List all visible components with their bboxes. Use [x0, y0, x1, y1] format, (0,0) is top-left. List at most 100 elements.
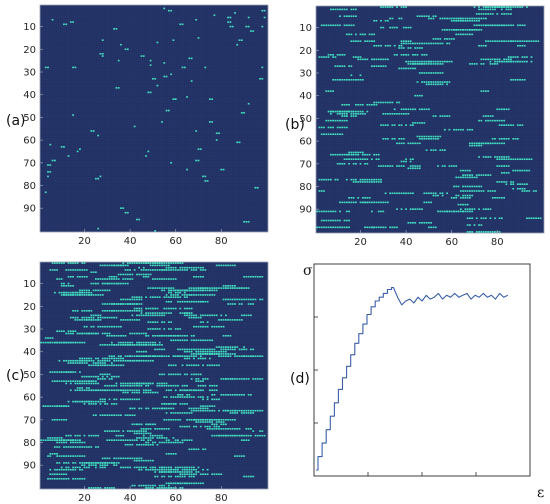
- highlight-cell: [211, 353, 214, 355]
- highlight-cell: [496, 165, 499, 167]
- highlight-cell: [120, 384, 122, 387]
- highlight-cell: [473, 19, 476, 22]
- highlight-cell: [213, 389, 216, 392]
- highlight-cell: [110, 357, 113, 360]
- highlight-cell: [172, 468, 175, 471]
- highlight-cell: [167, 453, 170, 455]
- highlight-cell: [355, 40, 357, 42]
- highlight-cell: [437, 60, 439, 63]
- highlight-cell: [53, 371, 56, 373]
- highlight-cell: [58, 359, 61, 362]
- highlight-cell: [484, 24, 487, 27]
- highlight-cell: [145, 391, 147, 394]
- highlight-cell: [521, 24, 524, 27]
- highlight-cell: [131, 382, 134, 385]
- highlight-cell: [181, 475, 184, 478]
- highlight-cell: [106, 289, 109, 292]
- highlight-cell: [186, 466, 188, 469]
- highlight-cell: [323, 133, 325, 136]
- highlight-cell: [462, 190, 464, 192]
- highlight-cell: [65, 468, 68, 471]
- highlight-cell: [475, 190, 478, 192]
- highlight-cell: [359, 58, 362, 61]
- highlight-cell: [523, 183, 526, 185]
- highlight-cell: [361, 153, 364, 156]
- highlight-cell: [106, 464, 109, 466]
- highlight-cell: [74, 359, 77, 362]
- highlight-cell: [65, 466, 68, 469]
- highlight-cell: [145, 350, 147, 353]
- highlight-cell: [204, 425, 207, 428]
- highlight-cell: [183, 300, 186, 303]
- highlight-cell: [145, 359, 147, 362]
- highlight-cell: [81, 269, 84, 271]
- highlight-cell: [409, 47, 412, 49]
- highlight-cell: [416, 63, 419, 65]
- highlight-cell: [341, 153, 344, 156]
- highlight-cell: [227, 319, 230, 321]
- y-tick-label: 50: [23, 370, 36, 381]
- highlight-cell: [67, 332, 70, 335]
- highlight-cell: [211, 314, 214, 317]
- highlight-cell: [108, 303, 111, 305]
- highlight-cell: [145, 273, 147, 276]
- highlight-cell: [350, 24, 353, 27]
- highlight-cell: [215, 428, 218, 430]
- highlight-cell: [131, 314, 134, 317]
- highlight-cell: [398, 17, 401, 20]
- highlight-cell: [396, 6, 398, 8]
- highlight-cell: [94, 289, 97, 292]
- y-tick-label: 90: [299, 205, 312, 216]
- highlight-cell: [432, 60, 435, 63]
- highlight-cell: [161, 269, 163, 271]
- highlight-cell: [179, 473, 182, 476]
- highlight-cell: [165, 266, 168, 269]
- highlight-cell: [423, 138, 426, 140]
- highlight-cell: [350, 110, 353, 113]
- highlight-cell: [462, 203, 464, 206]
- highlight-cell: [193, 294, 195, 296]
- highlight-cell: [348, 15, 350, 18]
- highlight-cell: [106, 303, 109, 305]
- highlight-cell: [74, 400, 77, 403]
- highlight-cell: [405, 108, 407, 111]
- highlight-cell: [106, 430, 109, 432]
- highlight-cell: [79, 462, 81, 464]
- highlight-cell: [170, 471, 173, 473]
- highlight-cell: [188, 389, 191, 392]
- highlight-cell: [500, 217, 503, 220]
- highlight-cell: [83, 389, 86, 392]
- highlight-cell: [393, 124, 396, 126]
- highlight-cell: [357, 110, 360, 113]
- highlight-cell: [170, 291, 173, 294]
- highlight-cell: [339, 126, 341, 129]
- highlight-cell: [108, 310, 111, 312]
- highlight-cell: [190, 364, 193, 367]
- highlight-cell: [172, 334, 175, 337]
- highlight-cell: [496, 158, 499, 161]
- highlight-cell: [195, 269, 198, 271]
- highlight-cell: [193, 466, 195, 469]
- highlight-cell: [85, 319, 88, 321]
- highlight-cell: [181, 466, 184, 469]
- highlight-cell: [151, 341, 154, 344]
- highlight-cell: [174, 389, 177, 392]
- highlight-cell: [366, 197, 369, 199]
- highlight-cell: [427, 15, 430, 18]
- highlight-cell: [197, 384, 200, 387]
- highlight-cell: [320, 126, 323, 129]
- highlight-cell: [421, 42, 423, 45]
- highlight-cell: [327, 110, 330, 113]
- highlight-cell: [133, 262, 136, 264]
- highlight-cell: [97, 316, 100, 319]
- highlight-cell: [147, 437, 150, 439]
- highlight-cell: [396, 113, 398, 115]
- highlight-cell: [90, 271, 93, 274]
- highlight-cell: [364, 153, 366, 156]
- highlight-cell: [136, 430, 138, 432]
- highlight-cell: [81, 441, 84, 444]
- highlight-cell: [145, 341, 147, 344]
- highlight-cell: [343, 153, 346, 156]
- highlight-cell: [364, 40, 366, 42]
- highlight-cell: [423, 54, 426, 56]
